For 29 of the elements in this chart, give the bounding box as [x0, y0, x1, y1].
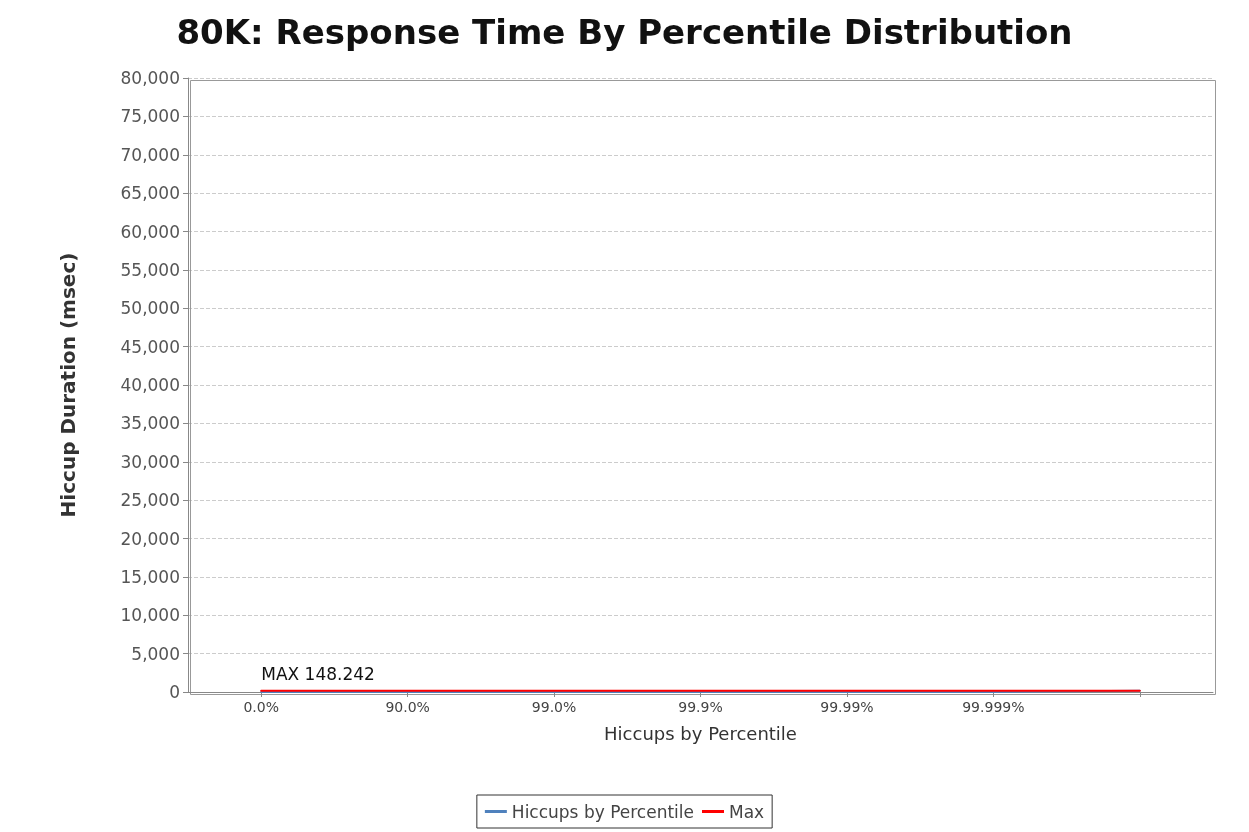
x-tick-label: 99.999% [962, 699, 1025, 715]
y-tick-label: 40,000 [120, 375, 180, 395]
x-axis-title: Hiccups by Percentile [604, 722, 797, 744]
y-tick-label: 20,000 [120, 528, 180, 549]
x-tick-label: 99.0% [531, 699, 577, 715]
y-tick-label: 45,000 [120, 336, 180, 357]
x-tick-label: 99.9% [678, 699, 723, 715]
y-tick-label: 35,000 [120, 413, 180, 434]
y-tick-label: 70,000 [120, 144, 180, 165]
y-tick-label: 55,000 [120, 259, 180, 280]
y-tick-label: 60,000 [120, 221, 180, 242]
chart-title: 80K: Response Time By Percentile Distribution [176, 12, 1073, 52]
y-tick-label: 30,000 [120, 451, 180, 472]
legend-label: Hiccups by Percentile [511, 801, 695, 822]
y-tick-label: 75,000 [120, 106, 180, 127]
annotation: MAX 148.242 [261, 664, 375, 685]
x-tick-label: 99.99% [820, 699, 874, 715]
x-tick-label: 90.0% [385, 699, 430, 715]
y-tick-label: 25,000 [120, 490, 180, 511]
y-tick-label: 50,000 [120, 298, 180, 319]
y-tick-label: 10,000 [120, 605, 180, 626]
y-axis-title: Hiccup Duration (msec) [56, 252, 80, 518]
x-tick-label: 0.0% [243, 699, 279, 715]
y-tick-label: 0 [169, 682, 180, 702]
y-tick-label: 15,000 [120, 566, 180, 587]
y-tick-label: 65,000 [120, 183, 180, 204]
legend-label: Max [729, 801, 765, 822]
y-tick-label: 80,000 [120, 68, 180, 88]
y-tick-label: 5,000 [131, 643, 180, 664]
